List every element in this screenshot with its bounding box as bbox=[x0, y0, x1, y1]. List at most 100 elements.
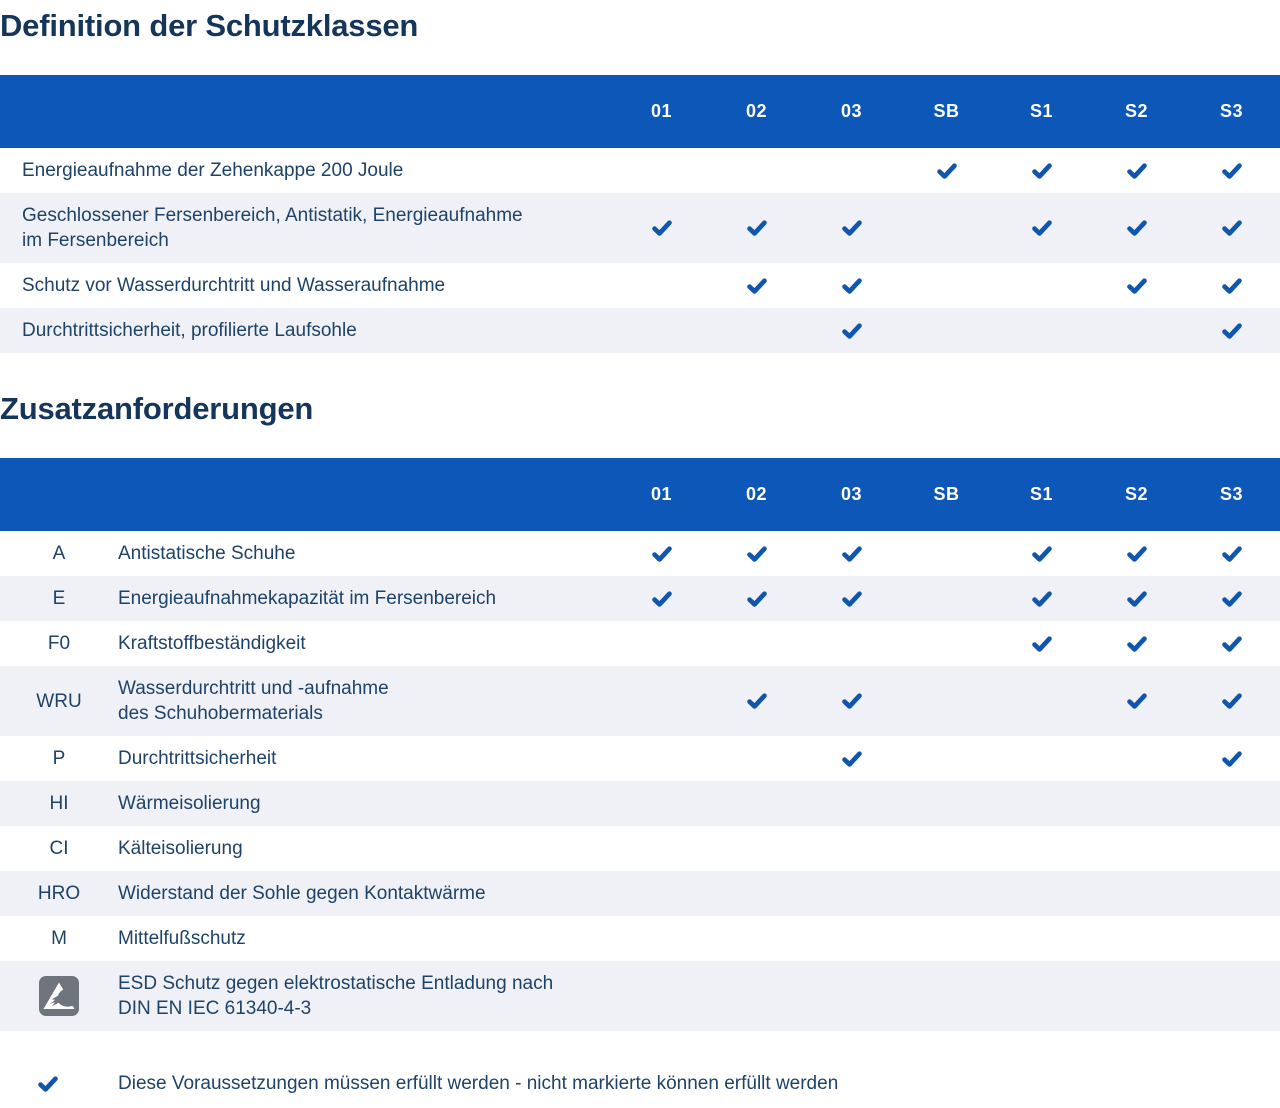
check-icon bbox=[651, 590, 672, 607]
check-cell bbox=[994, 635, 1089, 652]
row-label: Antistatische Schuhe bbox=[118, 543, 296, 564]
check-icon bbox=[841, 277, 862, 294]
check-cell bbox=[1089, 162, 1184, 179]
check-cell bbox=[994, 220, 1089, 236]
check-icon bbox=[841, 322, 862, 339]
check-cell bbox=[709, 693, 804, 709]
check-cell bbox=[804, 545, 899, 562]
check-icon bbox=[1126, 277, 1147, 294]
table-row: E Energieaufnahmekapazität im Fersenberei… bbox=[0, 576, 1280, 621]
row-code: A bbox=[52, 543, 66, 564]
row-label: Energieaufnahme der Zehenkappe 200 Joule bbox=[22, 160, 404, 181]
check-icon bbox=[746, 545, 767, 562]
check-cell bbox=[1089, 220, 1184, 236]
check-cell bbox=[709, 545, 804, 562]
table1-header: 01 02 03 SB S1 S2 S3 bbox=[0, 75, 1280, 148]
check-icon bbox=[1031, 162, 1052, 179]
table-row: M Mittelfußschutz bbox=[0, 916, 1280, 961]
table-row: CI Kälteisolierung bbox=[0, 826, 1280, 871]
check-cell bbox=[709, 277, 804, 294]
row-label: Wasserdurchtritt und -aufnahme des Schuho… bbox=[118, 678, 389, 724]
check-icon bbox=[651, 545, 672, 562]
check-icon bbox=[1221, 693, 1242, 709]
check-cell bbox=[1089, 277, 1184, 294]
column-header: SB bbox=[933, 101, 960, 121]
check-icon bbox=[1031, 590, 1052, 607]
check-cell bbox=[614, 545, 709, 562]
check-icon bbox=[1221, 750, 1242, 767]
check-cell bbox=[1089, 590, 1184, 607]
table-row: Durchtrittsicherheit, profilierte Laufso… bbox=[0, 308, 1280, 353]
legend-check-container bbox=[0, 1075, 95, 1092]
row-code: CI bbox=[49, 838, 69, 859]
row-code: M bbox=[51, 928, 67, 949]
row-label: Wärmeisolierung bbox=[118, 793, 261, 814]
column-header: S2 bbox=[1124, 484, 1149, 504]
table-row: F0 Kraftstoffbeständigkeit bbox=[0, 621, 1280, 666]
check-icon bbox=[746, 220, 767, 236]
section1-title: Definition der Schutzklassen bbox=[0, 8, 419, 43]
check-cell bbox=[804, 750, 899, 767]
table-row: ESD Schutz gegen elektrostatische Entlad… bbox=[0, 961, 1280, 1031]
check-cell bbox=[804, 590, 899, 607]
column-header: S3 bbox=[1219, 484, 1244, 504]
check-icon bbox=[1126, 545, 1147, 562]
check-icon bbox=[1031, 220, 1052, 236]
check-cell bbox=[1089, 693, 1184, 709]
check-cell bbox=[994, 162, 1089, 179]
row-code: P bbox=[52, 748, 66, 769]
table-row: WRU Wasserdurchtritt und -aufnahme des Sch… bbox=[0, 666, 1280, 736]
table-row: Energieaufnahme der Zehenkappe 200 Joule bbox=[0, 148, 1280, 193]
check-cell bbox=[1184, 220, 1279, 236]
esd-icon bbox=[39, 976, 79, 1016]
row-label: Kälteisolierung bbox=[118, 838, 243, 859]
row-label: Geschlossener Fersenbereich, Antistatik,… bbox=[22, 205, 523, 251]
check-icon bbox=[841, 590, 862, 607]
table2-body: A Antistatische Schuhe E Energieaufnahmekap… bbox=[0, 531, 1280, 1031]
table2-header: 01 02 03 SB S1 S2 S3 bbox=[0, 458, 1280, 531]
section2-title: Zusatzanforderungen bbox=[0, 391, 314, 426]
check-icon bbox=[1126, 693, 1147, 709]
check-icon bbox=[651, 220, 672, 236]
check-cell bbox=[804, 693, 899, 709]
column-header: SB bbox=[933, 484, 960, 504]
row-icon-cell bbox=[0, 976, 118, 1016]
check-cell bbox=[899, 162, 994, 179]
check-icon bbox=[37, 1075, 58, 1092]
check-cell bbox=[804, 220, 899, 236]
check-cell bbox=[1184, 693, 1279, 709]
row-label: Schutz vor Wasserdurchtritt und Wasserau… bbox=[22, 275, 446, 296]
check-icon bbox=[936, 162, 957, 179]
row-label: Kraftstoffbeständigkeit bbox=[118, 633, 306, 654]
row-label: Mittelfußschutz bbox=[118, 928, 246, 949]
check-icon bbox=[1126, 162, 1147, 179]
row-label: Widerstand der Sohle gegen Kontaktwärme bbox=[118, 883, 486, 904]
table-row: Schutz vor Wasserdurchtritt und Wasserau… bbox=[0, 263, 1280, 308]
check-cell bbox=[614, 220, 709, 236]
check-cell bbox=[1184, 635, 1279, 652]
check-icon bbox=[1221, 162, 1242, 179]
table-row: A Antistatische Schuhe bbox=[0, 531, 1280, 576]
column-header: S2 bbox=[1124, 101, 1149, 121]
check-cell bbox=[1089, 635, 1184, 652]
row-label: Durchtrittsicherheit, profilierte Laufso… bbox=[22, 320, 357, 341]
check-cell bbox=[1184, 162, 1279, 179]
check-icon bbox=[746, 693, 767, 709]
check-cell bbox=[1184, 590, 1279, 607]
check-cell bbox=[1089, 545, 1184, 562]
column-header: 02 bbox=[745, 101, 768, 121]
check-icon bbox=[746, 590, 767, 607]
column-header: 01 bbox=[650, 484, 673, 504]
check-icon bbox=[841, 545, 862, 562]
row-label: Durchtrittsicherheit bbox=[118, 748, 277, 769]
table-row: HI Wärmeisolierung bbox=[0, 781, 1280, 826]
check-icon bbox=[841, 693, 862, 709]
check-cell bbox=[1184, 322, 1279, 339]
check-icon bbox=[1126, 635, 1147, 652]
check-cell bbox=[994, 545, 1089, 562]
legend-text: Diese Voraussetzungen müssen erfüllt wer… bbox=[118, 1073, 839, 1094]
table1-body: Energieaufnahme der Zehenkappe 200 Joule… bbox=[0, 148, 1280, 353]
row-code: HRO bbox=[37, 883, 81, 904]
check-icon bbox=[1221, 635, 1242, 652]
